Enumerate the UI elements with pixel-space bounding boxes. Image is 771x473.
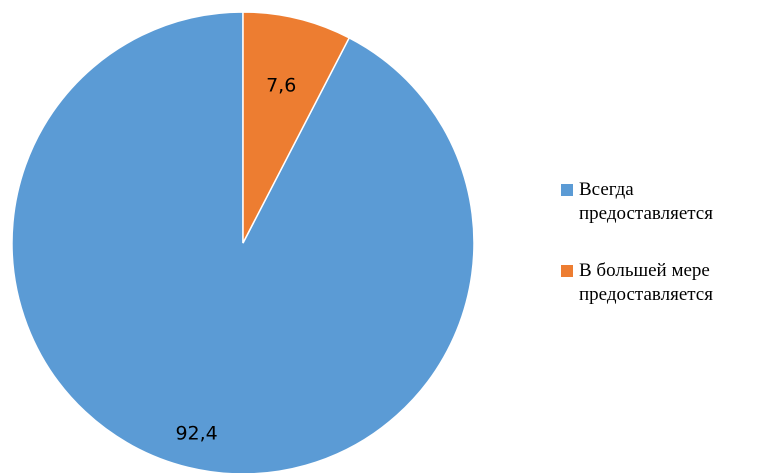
- legend-label-mostly: В большей мере предоставляется: [579, 260, 713, 305]
- legend-item-always: Всегда предоставляется: [561, 178, 771, 226]
- data-label-always: 92,4: [175, 422, 217, 444]
- legend: Всегда предоставляется В большей мере пр…: [561, 178, 771, 340]
- legend-swatch-always: [561, 184, 573, 196]
- pie-slice-always: [11, 11, 475, 473]
- legend-label-always: Всегда предоставляется: [579, 179, 713, 224]
- pie-slice-mostly: [242, 11, 351, 244]
- data-label-mostly: 7,6: [266, 74, 296, 96]
- legend-swatch-mostly: [561, 265, 573, 277]
- legend-item-mostly: В большей мере предоставляется: [561, 259, 771, 307]
